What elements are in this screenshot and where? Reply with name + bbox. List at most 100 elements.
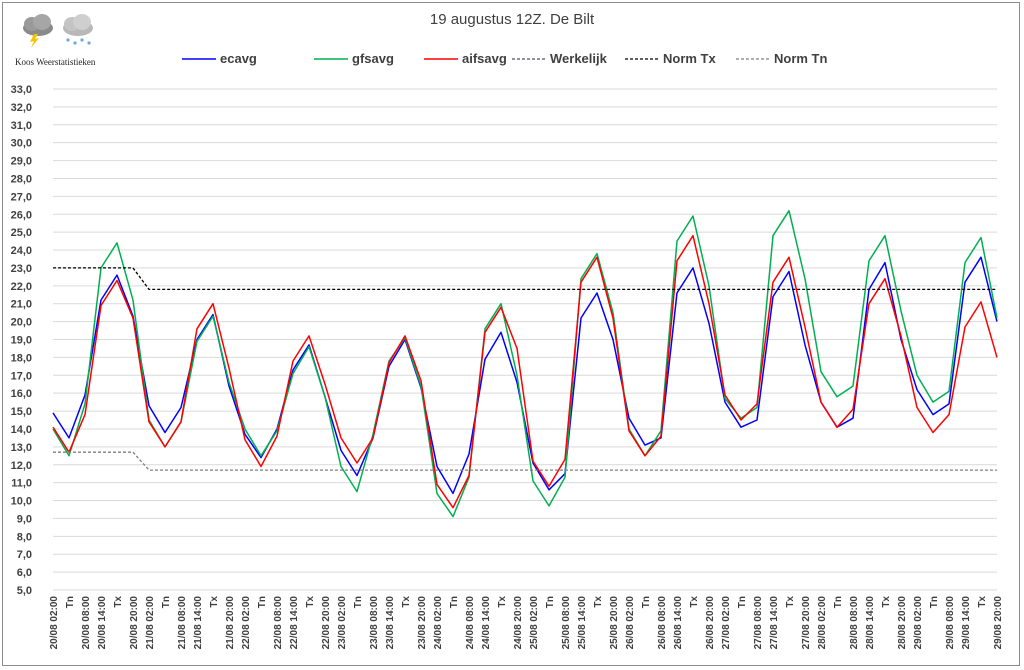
series-line-ecavg (52, 256, 998, 495)
legend: ecavg gfsavg aifsavg Werkelijk Norm Tx Norm T… (0, 51, 1024, 71)
weather-logo (20, 12, 100, 53)
legend-swatch (314, 57, 348, 60)
y-tick-label: 9,0 (17, 513, 32, 525)
x-tick-label: 21/08 02:00 (145, 596, 156, 650)
y-tick-label: 30,0 (11, 138, 32, 150)
series-line-gfsavg (52, 209, 998, 518)
x-tick-label: 26/08 02:00 (625, 596, 636, 650)
y-tick-label: 13,0 (11, 442, 32, 454)
y-tick-label: 5,0 (17, 585, 32, 597)
x-tick-label: 27/08 20:00 (801, 596, 812, 650)
x-tick-label: 28/08 08:00 (849, 596, 860, 650)
legend-label: Norm Tx (663, 51, 716, 66)
x-tick-label: 29/08 20:00 (993, 596, 1004, 650)
x-tick-label: 21/08 14:00 (193, 596, 204, 650)
x-tick-label: Tx (497, 596, 508, 608)
y-tick-label: 25,0 (11, 227, 32, 239)
x-tick-label: 21/08 20:00 (225, 596, 236, 650)
legend-label: gfsavg (352, 51, 394, 66)
legend-swatch (736, 57, 770, 60)
x-tick-label: 29/08 14:00 (961, 596, 972, 650)
rain-cloud-icon (63, 14, 93, 45)
x-tick-label: 25/08 20:00 (609, 596, 620, 650)
legend-label: aifsavg (462, 51, 507, 66)
series-line-norm-tn (53, 451, 997, 471)
legend-label: ecavg (220, 51, 257, 66)
x-tick-label: 25/08 02:00 (529, 596, 540, 650)
y-tick-label: 31,0 (11, 120, 32, 132)
x-tick-label: 20/08 08:00 (81, 596, 92, 650)
y-tick-label: 7,0 (17, 549, 32, 561)
legend-swatch (625, 57, 659, 60)
x-tick-label: 29/08 02:00 (913, 596, 924, 650)
y-tick-label: 29,0 (11, 156, 32, 168)
x-tick-label: Tn (449, 596, 460, 608)
x-tick-label: Tn (353, 596, 364, 608)
legend-item-ecavg: ecavg (182, 51, 257, 66)
x-tick-label: Tn (65, 596, 76, 608)
y-tick-label: 32,0 (11, 102, 32, 114)
legend-item-aifsavg: aifsavg (424, 51, 507, 66)
storm-cloud-icon (23, 14, 53, 48)
legend-swatch (182, 57, 216, 60)
x-tick-label: 23/08 14:00 (385, 596, 396, 650)
x-tick-label: 23/08 08:00 (369, 596, 380, 650)
x-tick-label: 25/08 14:00 (577, 596, 588, 650)
y-tick-label: 26,0 (11, 209, 32, 221)
legend-item-werkelijk: Werkelijk (512, 51, 607, 66)
x-tick-label: 26/08 20:00 (705, 596, 716, 650)
y-tick-label: 20,0 (11, 317, 32, 329)
x-tick-label: 25/08 08:00 (561, 596, 572, 650)
x-tick-label: Tx (689, 596, 700, 608)
x-tick-label: 21/08 08:00 (177, 596, 188, 650)
x-tick-label: Tn (737, 596, 748, 608)
x-tick-label: 24/08 08:00 (465, 596, 476, 650)
x-tick-label: 23/08 02:00 (337, 596, 348, 650)
x-tick-label: 24/08 14:00 (481, 596, 492, 650)
x-tick-label: Tx (113, 596, 124, 608)
y-tick-label: 22,0 (11, 281, 32, 293)
x-tick-label: Tn (161, 596, 172, 608)
y-tick-label: 21,0 (11, 299, 32, 311)
x-tick-label: 24/08 02:00 (433, 596, 444, 650)
y-tick-label: 23,0 (11, 263, 32, 275)
y-tick-label: 6,0 (17, 567, 32, 579)
x-tick-label: 28/08 02:00 (817, 596, 828, 650)
y-tick-label: 16,0 (11, 388, 32, 400)
chart-title: 19 augustus 12Z. De Bilt (429, 11, 595, 28)
x-tick-label: 22/08 02:00 (241, 596, 252, 650)
y-tick-label: 11,0 (11, 478, 32, 490)
x-tick-label: 29/08 08:00 (945, 596, 956, 650)
x-tick-label: 23/08 20:00 (417, 596, 428, 650)
y-tick-label: 18,0 (11, 352, 32, 364)
x-tick-label: 20/08 02:00 (49, 596, 60, 650)
legend-item-norm-tx: Norm Tx (625, 51, 716, 66)
series-line-norm-tx (53, 267, 997, 291)
x-tick-label: 22/08 08:00 (273, 596, 284, 650)
legend-item-norm-tn: Norm Tn (736, 51, 827, 66)
x-tick-label: Tn (833, 596, 844, 608)
x-tick-label: 24/08 20:00 (513, 596, 524, 650)
x-tick-label: Tx (209, 596, 220, 608)
x-tick-label: Tn (641, 596, 652, 608)
legend-item-gfsavg: gfsavg (314, 51, 394, 66)
legend-swatch (424, 57, 458, 60)
series-line-aifsavg (52, 234, 998, 509)
y-tick-label: 28,0 (11, 173, 32, 185)
x-tick-label: Tx (977, 596, 988, 608)
x-tick-label: 27/08 02:00 (721, 596, 732, 650)
x-tick-label: Tx (401, 596, 412, 608)
x-tick-label: 22/08 20:00 (321, 596, 332, 650)
y-tick-label: 8,0 (17, 531, 32, 543)
x-tick-label: 20/08 14:00 (97, 596, 108, 650)
y-tick-label: 15,0 (11, 406, 32, 418)
y-tick-label: 12,0 (11, 460, 32, 472)
x-tick-label: 28/08 20:00 (897, 596, 908, 650)
legend-label: Werkelijk (550, 51, 607, 66)
x-tick-label: 26/08 14:00 (673, 596, 684, 650)
y-tick-label: 17,0 (11, 370, 32, 382)
y-tick-label: 27,0 (11, 191, 32, 203)
x-tick-label: Tn (257, 596, 268, 608)
x-tick-label: Tx (593, 596, 604, 608)
y-tick-label: 10,0 (11, 496, 32, 508)
